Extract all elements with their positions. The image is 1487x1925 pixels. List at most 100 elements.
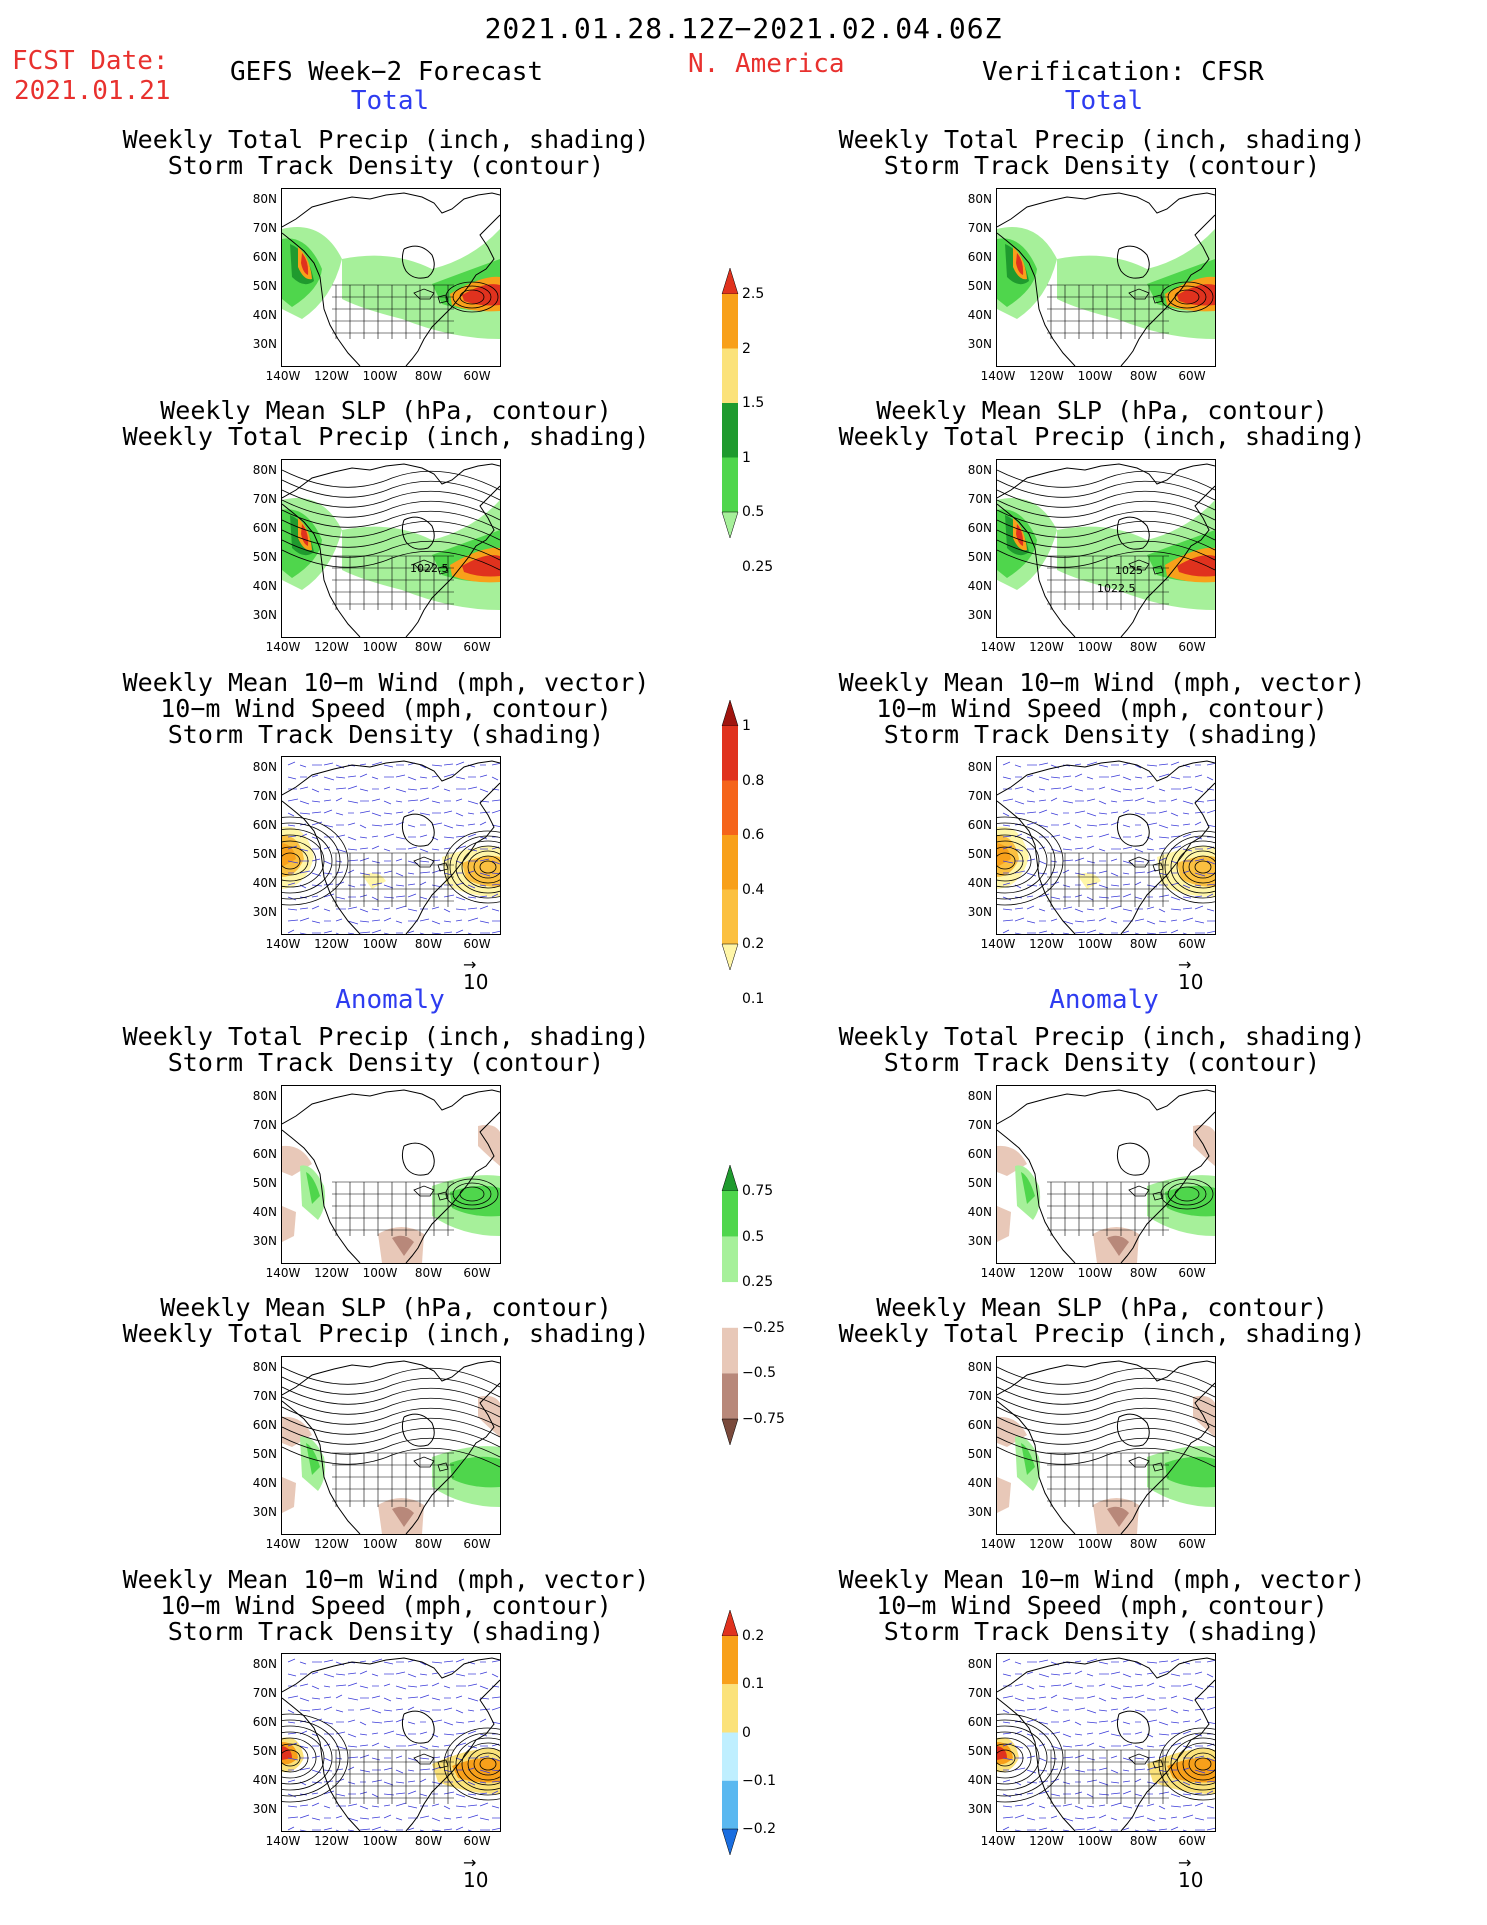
fcst-anom-precip_storm-map	[281, 1085, 501, 1264]
fcst-anom-wind_storm-map	[281, 1653, 501, 1832]
verif-total-wind_storm-lon-label: 120W	[1029, 937, 1064, 951]
fcst-anom-precip_storm-lat-label: 60N	[252, 1147, 277, 1161]
fcst-total-precip_storm-title: Weekly Total Precip (inch, shading)	[122, 125, 650, 154]
verif-anom-wind_storm-vector-reference-value: 10	[1178, 1868, 1204, 1892]
storm_total-color-segment	[722, 780, 738, 835]
precip_anom-color-segment	[722, 1373, 738, 1419]
verif-anom-wind_storm-lat-label: 70N	[967, 1686, 992, 1700]
fcst-anom-wind_storm-lon-label: 120W	[314, 1834, 349, 1848]
verif-total-slp_precip-lat-label: 30N	[967, 608, 992, 622]
fcst-total-wind_storm-lat-label: 30N	[252, 905, 277, 919]
precip_anom-tick-label: 0.75	[742, 1183, 774, 1199]
precip_anom-color-segment	[722, 1327, 738, 1374]
fcst-total-precip_storm-lat-label: 40N	[252, 308, 277, 322]
fcst-anom-wind_storm-vector-reference: → 10	[463, 1853, 489, 1893]
fcst-anom-wind_storm-lat-label: 50N	[252, 1744, 277, 1758]
fcst-total-wind_storm-title: Storm Track Density (shading)	[167, 720, 605, 749]
verif-total-wind_storm-title: 10−m Wind Speed (mph, contour)	[876, 694, 1328, 723]
verif-anom-slp_precip-lat-label: 60N	[967, 1418, 992, 1432]
fcst-total-wind_storm-map-svg	[282, 760, 500, 934]
verif-total-slp_precip-lon-label: 100W	[1077, 640, 1113, 654]
fcst-total-precip_storm-lat-label: 60N	[252, 250, 277, 264]
verif-total-slp_precip-lon-label: 60W	[1178, 640, 1206, 654]
verif-total-slp_precip-map: 1025 1022.5	[996, 459, 1216, 638]
verif-anom-wind_storm-lon-label: 120W	[1029, 1834, 1064, 1848]
verif-anom-precip_storm-map	[996, 1085, 1216, 1264]
fcst-total-wind_storm-lat-label: 80N	[252, 760, 277, 774]
fcst-total-wind_storm-lat-label: 60N	[252, 818, 277, 832]
fcst-anom-slp_precip-lat-label: 70N	[252, 1389, 277, 1403]
fcst-total-wind_storm-lat-label: 70N	[252, 789, 277, 803]
fcst-total-wind_storm-lon-label: 80W	[414, 937, 443, 951]
verif-total-wind_storm-lat-label: 60N	[967, 818, 992, 832]
storm_anom-tick-label: −0.1	[742, 1772, 776, 1789]
precip_total-color-segment	[722, 403, 738, 458]
fcst-anom-wind_storm-lat-label: 70N	[252, 1686, 277, 1700]
verif-anom-wind_storm-lat-label: 50N	[967, 1744, 992, 1758]
verif-total-precip_storm-title: Weekly Total Precip (inch, shading)	[838, 125, 1366, 154]
fcst-anom-slp_precip-lat-label: 30N	[252, 1505, 277, 1519]
precip_anom-color-segment	[721, 1165, 739, 1192]
storm_anom-color-segment	[722, 1684, 738, 1733]
fcst-anom-wind_storm-lat-label: 40N	[252, 1773, 277, 1787]
fcst-total-slp_precip-title: Weekly Total Precip (inch, shading)	[122, 422, 650, 451]
verif-total-wind_storm-vector-reference: → 10	[1178, 955, 1204, 995]
fcst-total-precip_storm-lat-label: 80N	[252, 192, 277, 206]
fcst-anom-wind_storm-lon-label: 60W	[463, 1834, 491, 1848]
verif-total-precip_storm-lat-label: 40N	[967, 308, 992, 322]
left-column-title: GEFS Week−2 Forecast	[230, 57, 544, 87]
verif-anom-slp_precip-lon-label: 60W	[1178, 1537, 1206, 1551]
fcst-total-precip_storm-map-svg	[282, 192, 500, 366]
precip_anom-colorbar	[721, 1165, 739, 1446]
main-title: 2021.01.28.12Z−2021.02.04.06Z	[484, 12, 1003, 45]
verif-total-precip_storm-lon-label: 80W	[1129, 369, 1158, 383]
fcst-anom-wind_storm-lat-label: 30N	[252, 1802, 277, 1816]
fcst-total-wind_storm-lon-label: 100W	[362, 937, 398, 951]
fcst-total-wind_storm-lon-label: 120W	[314, 937, 349, 951]
section-total-right: Total	[1064, 86, 1144, 116]
precip_total-tick-label: 0.25	[742, 558, 774, 575]
verif-total-precip_storm-lat-label: 30N	[967, 337, 992, 351]
verif-anom-slp_precip-lon-label: 140W	[980, 1537, 1016, 1551]
verif-anom-slp_precip-lat-label: 70N	[967, 1389, 992, 1403]
precip_anom-color-segment	[721, 1418, 739, 1446]
verif-anom-precip_storm-lon-label: 100W	[1077, 1266, 1113, 1280]
verif-total-slp_precip-title: Weekly Total Precip (inch, shading)	[838, 422, 1366, 451]
fcst-anom-wind_storm-vector-reference-value: 10	[463, 1868, 489, 1892]
verif-anom-wind_storm-lon-label: 80W	[1129, 1834, 1158, 1848]
fcst-total-slp_precip-lat-label: 60N	[252, 521, 277, 535]
verif-total-slp_precip-lat-label: 60N	[967, 521, 992, 535]
fcst-total-precip_storm-lon-label: 100W	[362, 369, 398, 383]
storm_total-tick-label: 0.6	[742, 827, 765, 843]
fcst-anom-slp_precip-map-svg	[282, 1360, 500, 1534]
precip_anom-color-segment	[722, 1191, 738, 1237]
storm_total-tick-label: 1	[742, 718, 751, 734]
verif-total-precip_storm-map-svg	[997, 192, 1215, 366]
fcst-total-slp_precip-map: 1022.5	[281, 459, 501, 638]
verif-total-wind_storm-map-svg	[997, 760, 1215, 934]
verif-total-wind_storm-lon-label: 80W	[1129, 937, 1158, 951]
verif-total-wind_storm-lon-label: 100W	[1077, 937, 1113, 951]
verif-total-slp_precip-title: Weekly Mean SLP (hPa, contour)	[876, 396, 1328, 425]
fcst-total-wind_storm-lat-label: 40N	[252, 876, 277, 890]
verif-anom-precip_storm-lon-label: 120W	[1029, 1266, 1064, 1280]
fcst-anom-precip_storm-lat-label: 50N	[252, 1176, 277, 1190]
verif-total-precip_storm-lat-label: 70N	[967, 221, 992, 235]
fcst-total-precip_storm-lat-label: 70N	[252, 221, 277, 235]
verif-total-slp_precip-lat-label: 80N	[967, 463, 992, 477]
verif-total-slp_precip-lat-label: 40N	[967, 579, 992, 593]
fcst-total-precip_storm-lon-label: 60W	[463, 369, 491, 383]
fcst-total-precip_storm-lat-label: 30N	[252, 337, 277, 351]
verif-total-slp_precip-lat-label: 50N	[967, 550, 992, 564]
verif-anom-slp_precip-lon-label: 120W	[1029, 1537, 1064, 1551]
fcst-total-wind_storm-lon-label: 60W	[463, 937, 491, 951]
verif-total-precip_storm-lat-label: 60N	[967, 250, 992, 264]
precip_total-tick-label: 1.5	[742, 395, 765, 411]
verif-total-precip_storm-lat-label: 80N	[967, 192, 992, 206]
fcst-total-slp_precip-map-svg: 1022.5	[282, 463, 500, 637]
fcst-total-slp_precip-title: Weekly Mean SLP (hPa, contour)	[160, 396, 612, 425]
fcst-anom-precip_storm-lon-label: 80W	[414, 1266, 443, 1280]
verif-total-wind_storm-vector-reference-value: 10	[1178, 970, 1204, 994]
fcst-anom-precip_storm-lon-label: 100W	[362, 1266, 398, 1280]
fcst-anom-slp_precip-lon-label: 60W	[463, 1537, 491, 1551]
